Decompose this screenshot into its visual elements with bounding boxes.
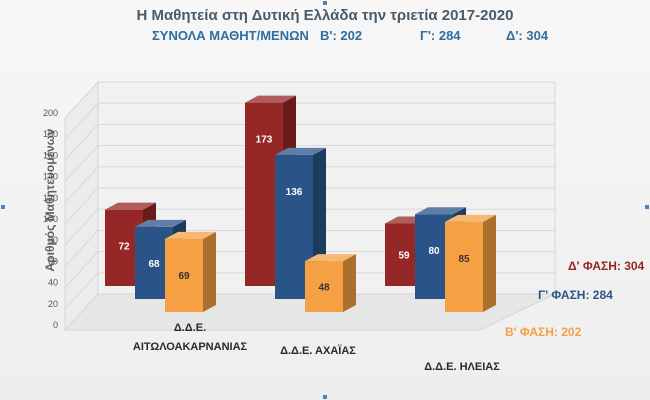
bar-side	[483, 214, 496, 312]
y-tick-label: 60	[48, 256, 58, 266]
bar-top	[275, 147, 326, 155]
bar-value-label: 68	[148, 259, 160, 270]
totals-label: ΣΥΝΟΛΑ ΜΑΘΗΤ/ΜΕΝΩΝ	[152, 28, 309, 43]
y-tick-label: 80	[48, 235, 58, 245]
selection-handle-right	[645, 205, 649, 209]
bar-side	[203, 231, 216, 312]
y-tick-label: 40	[48, 278, 58, 288]
bar-value-label: 72	[118, 242, 130, 253]
bar-value-label: 59	[398, 251, 410, 262]
y-tick-label: 20	[48, 299, 58, 309]
gridline-side	[64, 272, 99, 310]
y-tick-label: 180	[43, 129, 58, 139]
y-tick-label: 120	[43, 193, 58, 203]
total-d: Δ': 304	[506, 28, 549, 43]
gridline-side	[64, 208, 99, 246]
bar-top	[165, 231, 216, 239]
chart-title: Η Μαθητεία στη Δυτική Ελλάδα την τριετία…	[136, 7, 514, 24]
selection-handle-top	[323, 1, 327, 5]
gridline-side	[64, 166, 99, 204]
bar-top	[445, 214, 496, 222]
bar-value-label: 173	[256, 135, 273, 146]
bar	[305, 261, 343, 312]
bar-value-label: 85	[458, 254, 470, 265]
series-label: Γ' ΦΑΣΗ: 284	[538, 288, 613, 302]
bar-top	[415, 207, 466, 215]
bar-value-label: 48	[318, 283, 330, 294]
bar-value-label: 69	[178, 271, 190, 282]
bar-top	[135, 219, 186, 227]
gridline-side	[64, 187, 99, 225]
bar-value-label: 136	[286, 187, 303, 198]
bar	[445, 221, 483, 312]
gridline-side	[64, 251, 99, 288]
bar-top	[105, 202, 156, 210]
series-label: Δ' ΦΑΣΗ: 304	[568, 259, 645, 273]
gridline-side	[64, 102, 99, 140]
gridline-side	[64, 230, 99, 267]
category-label: Δ.Δ.Ε.	[174, 322, 206, 334]
bar-top	[245, 95, 296, 103]
selection-handle-bottom	[323, 395, 327, 399]
total-b: Β': 202	[320, 28, 363, 43]
y-tick-label: 140	[43, 172, 58, 182]
bar-value-label: 80	[428, 246, 440, 257]
category-label: Δ.Δ.Ε. ΗΛΕΙΑΣ	[424, 361, 500, 373]
gridline-side	[64, 124, 99, 161]
y-tick-label: 200	[43, 108, 58, 118]
category-label: ΑΙΤΩΛΟΑΚΑΡΝΑΝΙΑΣ	[133, 341, 248, 353]
bar	[165, 238, 203, 312]
y-tick-label: 160	[43, 150, 58, 160]
gridline-side	[64, 81, 99, 119]
bar-side	[343, 254, 356, 312]
series-label: Β' ΦΑΣΗ: 202	[505, 325, 582, 339]
y-tick-label: 100	[43, 214, 58, 224]
gridline-side	[64, 145, 99, 182]
category-label: Δ.Δ.Ε. ΑΧΑΪΑΣ	[280, 344, 356, 357]
selection-handle-left	[1, 205, 5, 209]
gridline-side	[64, 293, 99, 331]
total-g: Γ': 284	[420, 28, 461, 43]
y-tick-label: 0	[53, 320, 58, 330]
bar-top	[305, 254, 356, 262]
